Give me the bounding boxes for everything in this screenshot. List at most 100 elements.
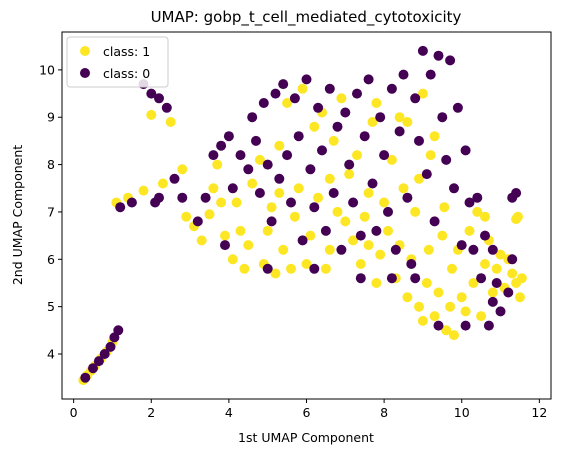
point-class-0 [192, 216, 203, 227]
y-tick-label: 7 [47, 204, 55, 219]
point-class-0 [243, 164, 254, 175]
point-class-1 [429, 311, 440, 322]
point-class-0 [390, 244, 401, 255]
point-class-0 [491, 278, 502, 288]
x-tick-label: 4 [225, 405, 233, 420]
point-class-1 [363, 188, 374, 198]
point-class-0 [456, 240, 467, 251]
legend-marker-class-1 [80, 46, 90, 56]
point-class-0 [429, 216, 440, 227]
point-class-0 [220, 240, 230, 251]
point-class-1 [262, 225, 273, 236]
y-axis-title: 2nd UMAP Component [10, 145, 25, 285]
point-class-0 [410, 93, 421, 104]
y-tick-label: 6 [47, 252, 55, 267]
x-tick-label: 12 [531, 405, 547, 420]
point-class-1 [181, 211, 192, 222]
point-class-0 [495, 306, 506, 317]
point-class-0 [293, 131, 304, 142]
point-class-1 [297, 83, 308, 94]
point-class-0 [472, 192, 483, 203]
point-class-0 [262, 263, 273, 274]
point-class-0 [278, 79, 289, 90]
point-class-1 [231, 197, 242, 208]
point-class-0 [336, 244, 347, 255]
point-class-0 [487, 296, 498, 307]
point-class-0 [289, 93, 300, 104]
y-axis-ticks: 4 5 6 7 8 9 10 [39, 62, 62, 362]
point-class-1 [165, 117, 176, 127]
point-class-1 [402, 117, 413, 127]
point-class-0 [99, 349, 110, 359]
point-class-1 [495, 249, 506, 260]
point-class-1 [425, 150, 436, 161]
point-class-1 [227, 254, 238, 265]
point-class-0 [251, 135, 261, 146]
points-layer [78, 45, 527, 386]
point-class-1 [511, 214, 522, 225]
point-class-1 [235, 225, 246, 236]
point-class-1 [266, 202, 277, 213]
point-class-1 [464, 225, 475, 236]
point-class-1 [386, 154, 397, 165]
point-class-0 [421, 169, 432, 180]
point-class-1 [355, 259, 366, 269]
point-class-1 [204, 209, 215, 220]
point-class-0 [352, 88, 362, 99]
point-class-1 [348, 235, 359, 246]
point-class-0 [433, 320, 444, 331]
x-tick-label: 8 [380, 405, 388, 420]
point-class-0 [223, 131, 234, 142]
point-class-1 [460, 306, 471, 317]
x-axis-ticks: 0 2 4 6 8 10 12 [70, 399, 547, 420]
point-class-1 [472, 206, 483, 217]
point-class-1 [220, 230, 230, 241]
y-tick-label: 10 [39, 62, 55, 77]
point-class-1 [402, 292, 413, 303]
point-class-1 [239, 263, 250, 274]
point-class-0 [286, 197, 296, 208]
point-class-1 [138, 185, 149, 196]
point-class-1 [447, 263, 457, 274]
x-tick-label: 6 [303, 405, 311, 420]
point-class-1 [414, 173, 424, 184]
legend-marker-class-0 [80, 68, 90, 78]
point-class-1 [208, 183, 219, 194]
point-class-0 [433, 50, 444, 61]
point-class-0 [332, 121, 343, 132]
point-class-0 [503, 287, 514, 298]
point-class-0 [359, 131, 370, 142]
point-class-0 [480, 230, 490, 241]
legend-label-class-0: class: 0 [103, 66, 150, 81]
point-class-1 [212, 159, 223, 170]
point-class-0 [270, 88, 281, 99]
point-class-0 [115, 202, 126, 213]
point-class-0 [309, 202, 320, 213]
point-class-0 [464, 197, 475, 208]
point-class-1 [278, 244, 289, 255]
legend: class: 1 class: 0 [66, 36, 169, 88]
point-class-1 [487, 287, 498, 298]
x-tick-label: 0 [70, 405, 78, 420]
point-class-1 [243, 240, 254, 251]
point-class-0 [88, 363, 98, 374]
point-class-1 [289, 211, 300, 222]
point-class-1 [254, 154, 265, 165]
point-class-0 [200, 192, 211, 203]
point-class-0 [452, 102, 463, 113]
point-class-1 [398, 183, 409, 194]
point-class-1 [421, 278, 432, 288]
point-class-0 [177, 192, 188, 203]
point-class-1 [375, 249, 386, 260]
point-class-1 [449, 330, 459, 341]
point-class-1 [445, 301, 456, 312]
point-class-0 [317, 145, 327, 156]
point-class-1 [359, 211, 370, 222]
point-class-0 [105, 341, 116, 352]
point-class-0 [355, 273, 366, 284]
point-class-1 [394, 112, 405, 123]
point-class-0 [398, 69, 409, 80]
point-class-0 [468, 244, 479, 255]
point-class-0 [355, 230, 366, 241]
